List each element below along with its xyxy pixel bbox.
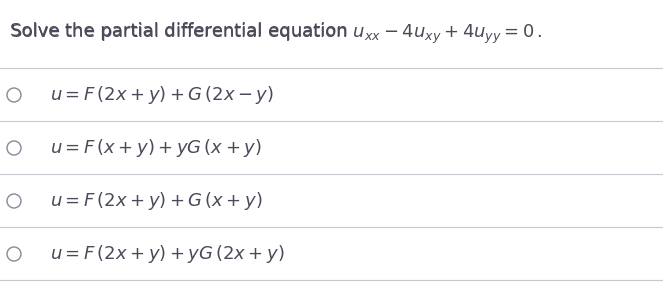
Text: Solve the partial differential equation: Solve the partial differential equation xyxy=(10,22,353,40)
Text: $u = F\,(2x+y) + yG\,(2x+y)$: $u = F\,(2x+y) + yG\,(2x+y)$ xyxy=(50,243,284,265)
Text: Solve the partial differential equation $u_{xx} - 4u_{xy} + 4u_{yy} = 0\,.$: Solve the partial differential equation … xyxy=(10,22,542,46)
Text: $u = F\,(2x+y) + G\,(2x-y)$: $u = F\,(2x+y) + G\,(2x-y)$ xyxy=(50,84,274,106)
Text: $u = F\,(2x+y) + G\,(x+y)$: $u = F\,(2x+y) + G\,(x+y)$ xyxy=(50,190,263,212)
Text: $u = F\,(x+y) + yG\,(x+y)$: $u = F\,(x+y) + yG\,(x+y)$ xyxy=(50,137,262,159)
